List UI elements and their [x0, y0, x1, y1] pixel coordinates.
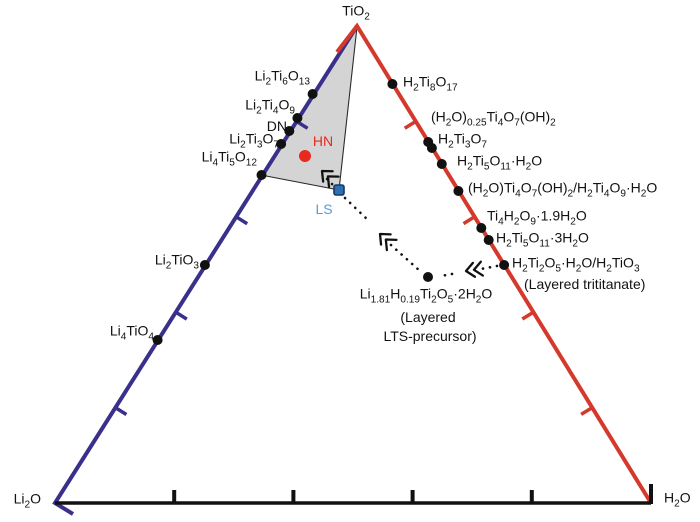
compound-dot [256, 170, 267, 180]
compound-dot [292, 113, 303, 123]
compound-dot [307, 89, 318, 99]
arrow-double-chevron-icon [320, 169, 340, 189]
left-edge-tick [114, 406, 128, 417]
left-edge-tick [235, 215, 249, 226]
arrow-double-chevron-icon [378, 232, 398, 252]
right-edge-tick [403, 119, 417, 130]
arrow-dotted-path [439, 272, 454, 278]
right-edge-tio2-h2o [335, 22, 653, 505]
compound-dot [426, 143, 437, 153]
lts-precursor-point [423, 272, 433, 282]
arrow-double-chevron-icon [464, 260, 485, 278]
compound-dot [284, 126, 295, 136]
compound-dot [436, 159, 447, 169]
ls-point [333, 184, 345, 196]
compound-dot [499, 260, 510, 270]
left-edge-tick [174, 310, 188, 321]
compound-dot [476, 223, 487, 233]
arrow-dotted-path [343, 196, 372, 224]
arrow-dotted-path [479, 264, 499, 271]
compound-dot [453, 186, 464, 196]
arrow-dotted-path [325, 177, 336, 188]
hn-point [299, 150, 311, 162]
right-edge-tick [521, 310, 535, 321]
right-edge-tick [462, 215, 476, 226]
right-edge-tick [580, 406, 594, 416]
arrow-dotted-path [389, 243, 422, 273]
compound-dot [199, 260, 210, 270]
compound-dot [387, 79, 398, 89]
compound-dot [483, 235, 494, 245]
compound-dot [152, 335, 163, 345]
compound-dot [276, 139, 287, 149]
left-edge-li2o-tio2 [52, 24, 359, 516]
